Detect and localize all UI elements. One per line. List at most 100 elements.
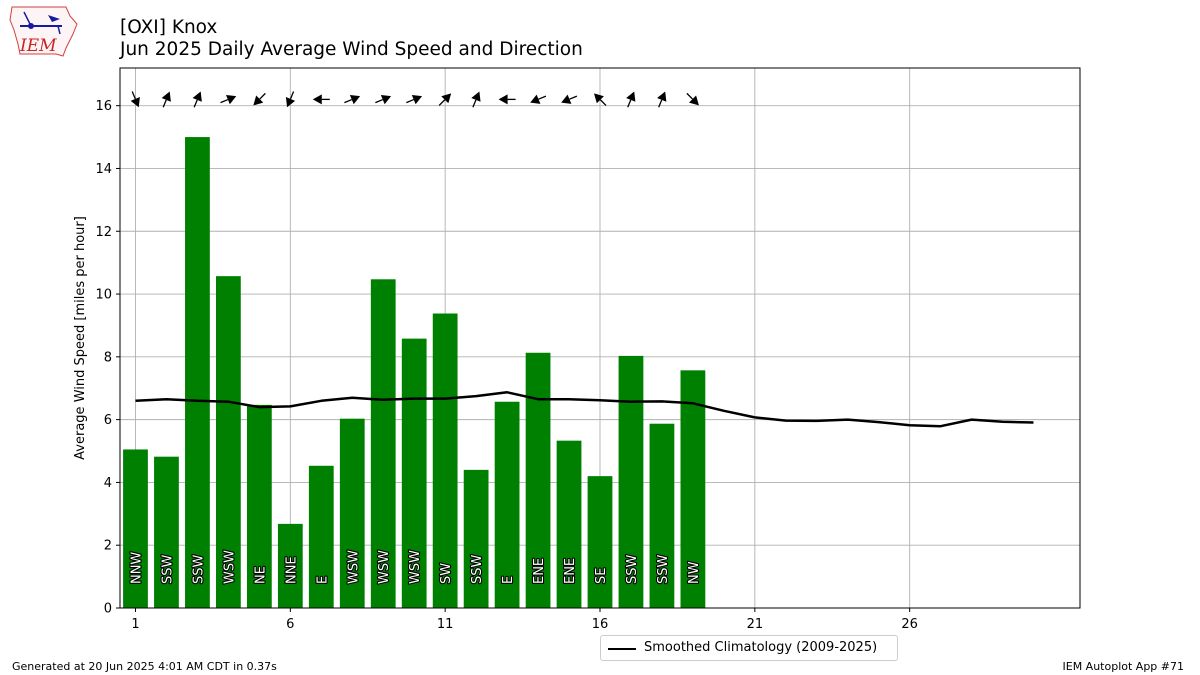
wind-arrow-day-11 [438,93,452,106]
x-tick-label: 1 [131,617,139,632]
iem-logo-text: IEM [19,36,57,56]
direction-label-day-10: WSW [408,550,423,584]
wind-arrow-day-1 [130,91,140,108]
bar-day-15 [556,440,582,608]
wind-arrow-head [441,93,452,104]
wind-arrow-day-8 [344,94,361,105]
direction-label-day-19: NW [687,561,702,584]
wind-arrow-day-16 [593,93,607,106]
wind-arrow-day-19 [686,92,699,106]
footer-app: IEM Autoplot App #71 [1062,660,1185,673]
y-tick-label: 12 [95,225,112,240]
y-tick-label: 10 [95,288,112,303]
direction-label-day-5: NE [253,566,268,584]
wind-arrow-day-17 [626,91,636,108]
y-tick-label: 4 [104,476,112,491]
chart-title-subtitle: Jun 2025 Daily Average Wind Speed and Di… [120,39,583,60]
y-tick-label: 8 [104,350,112,365]
wind-arrow-shaft [289,91,295,100]
direction-label-day-2: SSW [160,554,175,584]
wind-arrow-day-10 [406,94,423,105]
wind-arrow-shaft [658,99,663,108]
y-tick-label: 0 [104,602,112,617]
wind-arrow-day-9 [375,94,392,105]
bar-day-17 [618,355,644,608]
wind-arrow-day-2 [161,91,171,108]
climatology-series-line [135,391,1034,428]
climatology-line [135,391,1034,428]
wind-arrow-head [657,91,667,102]
y-tick-label: 16 [95,99,112,114]
bar-day-5 [246,404,272,608]
wind-arrow-day-12 [471,91,481,108]
wind-arrow-head [689,95,699,106]
wind-arrow-head [411,94,423,105]
wind-arrow-shaft [627,99,632,108]
wind-arrow-day-3 [192,91,202,108]
y-axis-label: Average Wind Speed [miles per hour] [73,216,88,460]
wind-arrow-day-14 [530,94,547,104]
wind-arrow-shaft [472,99,477,108]
wind-arrow-day-4 [220,94,237,105]
x-tick-label: 26 [901,617,918,632]
bar-day-19 [680,370,706,608]
x-tick-label: 6 [286,617,294,632]
direction-label-day-18: SSW [656,554,671,584]
bar-day-12 [463,469,489,608]
direction-label-day-9: WSW [377,550,392,584]
direction-label-day-1: NNW [129,552,144,584]
bar-day-10 [401,338,427,608]
wind-arrow-head [530,94,541,104]
wind-arrow-head [192,91,202,102]
wind-arrow-shaft [131,91,136,100]
wind-arrow-shaft [406,98,414,104]
legend: Smoothed Climatology (2009-2025) [600,635,898,661]
legend-line-swatch [608,648,636,650]
direction-label-day-14: ENE [532,558,547,584]
y-tick-label: 14 [95,162,112,177]
bar-day-11 [432,313,458,608]
bar-day-9 [370,279,396,608]
y-tick-label: 6 [104,413,112,428]
wind-arrow-shaft [162,99,167,108]
direction-labels: NNW SSW SSW WSW NE NNE E WSW WSW WSW SW SSW E ENE ENE S… [128,549,703,585]
wind-arrow-shaft [220,98,229,104]
chart-title-station: [OXI] Knox [120,17,218,38]
wind-arrow-head [626,91,636,102]
wind-arrow-head [161,91,171,102]
x-tick-label: 11 [437,617,454,632]
wind-arrow-shaft [438,99,446,106]
wind-arrow-shaft [344,98,353,104]
wind-arrow-shaft [569,95,578,100]
bars [123,137,706,608]
wind-arrow-head [226,94,237,105]
bar-day-16 [587,476,613,608]
wind-arrow-day-13 [498,94,516,105]
wind-arrow-head [253,95,264,106]
iem-logo: IEM [9,6,78,57]
bar-day-4 [216,276,241,608]
bar-day-13 [494,401,520,608]
wind-arrow-day-7 [312,94,330,105]
wind-arrows [130,91,699,108]
direction-label-day-12: SSW [470,554,485,584]
wind-arrow-shaft [193,99,198,108]
wind-arrow-day-5 [253,92,266,106]
bar-day-14 [525,352,551,608]
wind-arrow-shaft [599,99,607,106]
wind-arrow-shaft [375,98,384,104]
direction-label-day-8: WSW [346,550,361,584]
x-tick-label: 21 [747,617,764,632]
direction-label-day-15: ENE [563,558,578,584]
bar-day-7 [308,465,334,608]
wind-arrow-day-15 [561,94,578,104]
wind-arrow-head [130,97,140,108]
wind-arrow-head [349,94,361,105]
x-tick-label: 16 [592,617,609,632]
wind-arrow-head [471,91,481,102]
wind-arrow-day-18 [657,91,667,108]
direction-label-day-7: E [315,576,330,584]
bar-day-3 [185,137,210,608]
legend-label: Smoothed Climatology (2009-2025) [644,640,878,655]
